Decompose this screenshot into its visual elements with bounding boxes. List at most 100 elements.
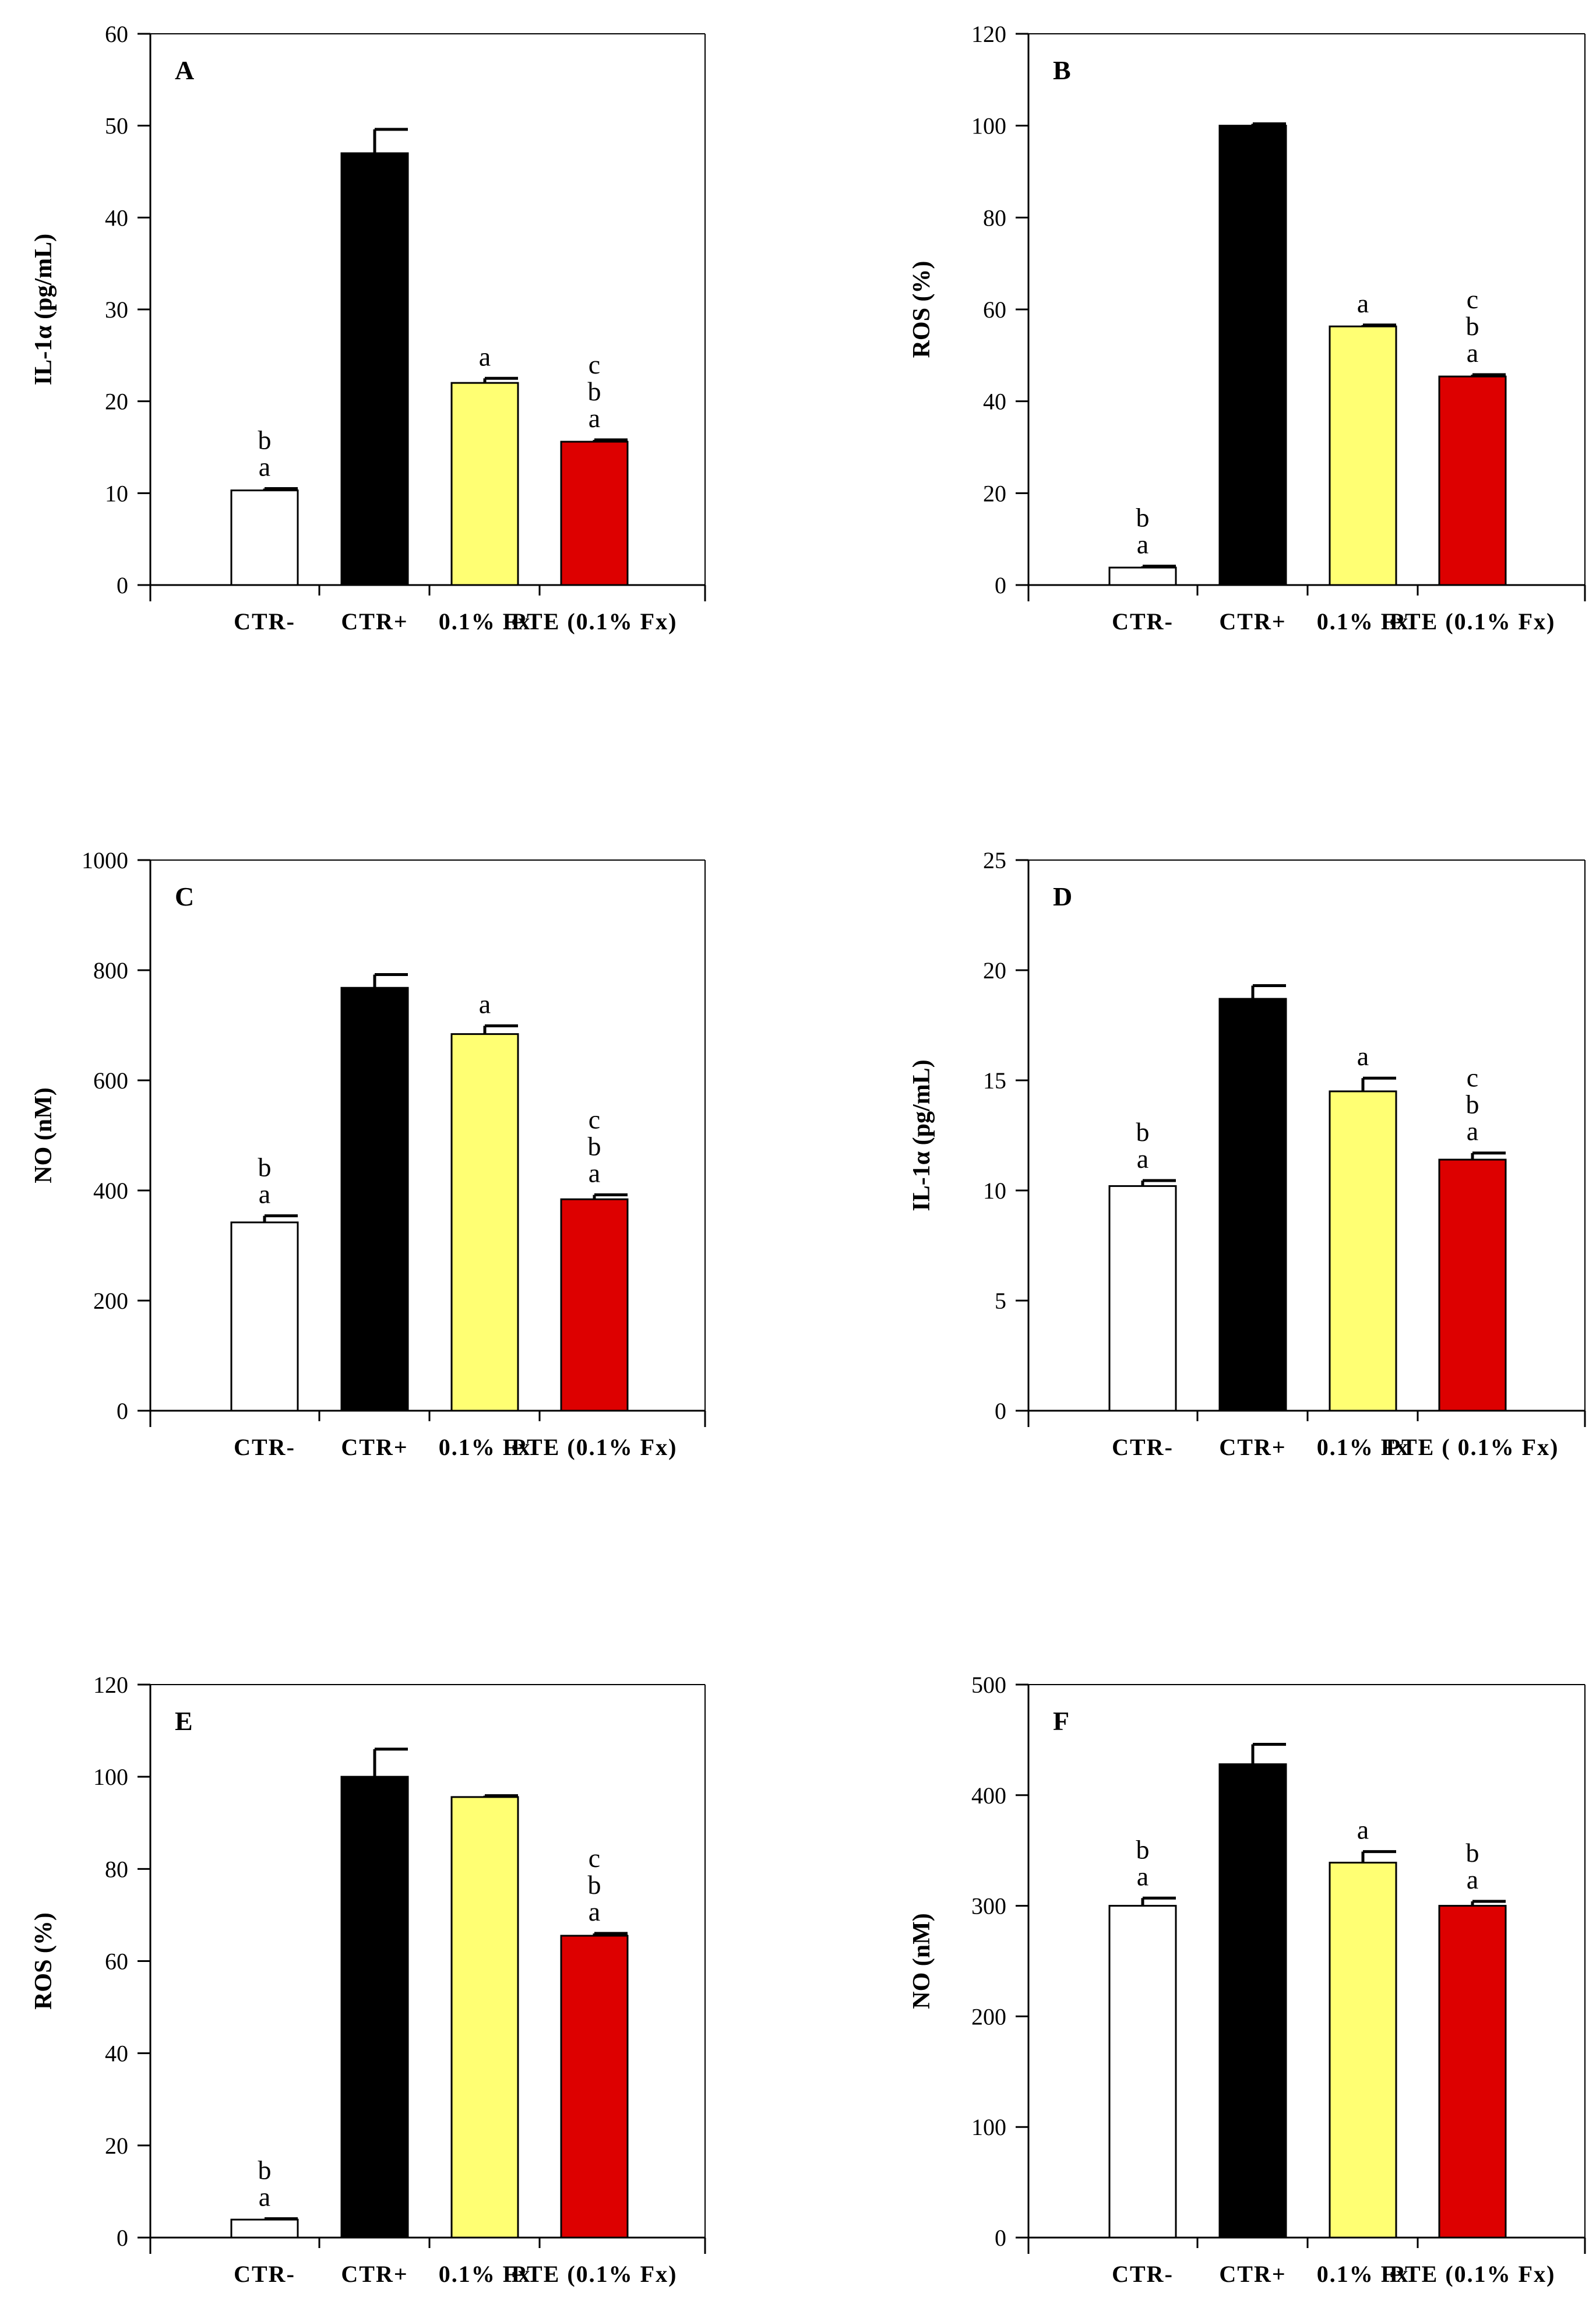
- bar-c-2: [450, 1033, 519, 1412]
- significance-letter-e: a: [259, 2182, 270, 2212]
- panel-label-e: E: [175, 1706, 193, 1736]
- category-label-d: PTE ( 0.1% Fx): [1386, 1434, 1559, 1460]
- y-axis-title-d: IL-1α (pg/mL): [908, 1059, 935, 1211]
- category-label-d: 0.1% Fx: [1317, 1434, 1409, 1460]
- category-label-a: 0.1% Fx: [439, 608, 531, 635]
- y-tick-label-b: 80: [983, 205, 1006, 231]
- panel-label-d: D: [1053, 882, 1072, 911]
- significance-letter-b: a: [1357, 288, 1369, 318]
- bar-b-0: [1108, 566, 1177, 586]
- significance-letter-b: b: [1466, 311, 1479, 341]
- y-tick-label-d: 20: [983, 957, 1006, 984]
- significance-letter-c: b: [258, 1152, 272, 1182]
- y-tick-label-e: 80: [105, 1856, 128, 1882]
- y-tick-label-a: 10: [105, 480, 128, 506]
- category-label-e: 0.1% Fx: [439, 2261, 531, 2287]
- significance-letter-d: a: [1357, 1041, 1369, 1071]
- y-tick-label-f: 500: [971, 1672, 1006, 1698]
- y-tick-label-d: 5: [995, 1288, 1006, 1314]
- y-tick-label-a: 40: [105, 205, 128, 231]
- bar-e-0: [230, 2218, 299, 2239]
- y-tick-label-f: 100: [971, 2114, 1006, 2140]
- category-label-d: CTR+: [1219, 1434, 1286, 1460]
- significance-letter-a: a: [479, 341, 491, 371]
- category-label-a: CTR+: [341, 608, 408, 635]
- category-label-a: CTR-: [234, 608, 295, 635]
- significance-letter-b: a: [1137, 530, 1148, 559]
- significance-letter-a: a: [259, 452, 270, 481]
- bar-f-0: [1108, 1905, 1177, 2239]
- panel-label-c: C: [175, 882, 194, 911]
- significance-letter-f: a: [1357, 1815, 1369, 1845]
- y-tick-label-e: 40: [105, 2041, 128, 2067]
- y-axis-title-b: ROS (%): [908, 261, 935, 358]
- bar-c-1: [340, 987, 409, 1412]
- significance-letter-b: b: [1136, 503, 1150, 533]
- bar-f-3: [1438, 1905, 1507, 2239]
- category-label-e: CTR-: [234, 2261, 295, 2287]
- significance-letter-c: a: [259, 1179, 270, 1209]
- y-tick-label-f: 0: [995, 2225, 1006, 2251]
- y-tick-label-b: 60: [983, 297, 1006, 323]
- category-label-f: PTE (0.1% Fx): [1390, 2261, 1556, 2287]
- panel-label-b: B: [1053, 55, 1071, 85]
- bar-e-2: [450, 1796, 519, 2239]
- significance-letter-f: b: [1136, 1834, 1150, 1864]
- bar-b-1: [1218, 125, 1287, 586]
- y-tick-label-b: 120: [971, 21, 1006, 47]
- bar-f-1: [1218, 1763, 1287, 2239]
- category-label-c: CTR+: [341, 1434, 408, 1460]
- y-tick-label-d: 25: [983, 847, 1006, 873]
- category-label-f: CTR+: [1219, 2261, 1286, 2287]
- y-axis-title-e: ROS (%): [30, 1912, 57, 2010]
- significance-letter-c: b: [588, 1132, 601, 1161]
- significance-letter-b: a: [1467, 338, 1478, 368]
- category-label-e: CTR+: [341, 2261, 408, 2287]
- bar-a-2: [450, 382, 519, 586]
- y-tick-label-b: 0: [995, 572, 1006, 598]
- significance-letter-a: b: [258, 425, 272, 455]
- bar-a-0: [230, 489, 299, 586]
- category-label-a: PTE (0.1% Fx): [512, 608, 678, 635]
- bar-d-3: [1438, 1158, 1507, 1412]
- y-tick-label-e: 0: [117, 2225, 128, 2251]
- category-label-c: PTE (0.1% Fx): [512, 1434, 678, 1460]
- category-label-d: CTR-: [1112, 1434, 1174, 1460]
- y-axis-title-c: NO (nM): [30, 1087, 57, 1183]
- panel-label-a: A: [175, 55, 194, 85]
- significance-letter-d: c: [1467, 1063, 1478, 1093]
- category-label-c: 0.1% Fx: [439, 1434, 531, 1460]
- bar-c-3: [560, 1198, 629, 1412]
- y-tick-label-f: 200: [971, 2003, 1006, 2030]
- category-label-b: 0.1% Fx: [1317, 608, 1409, 635]
- significance-letter-f: a: [1467, 1865, 1478, 1894]
- category-label-c: CTR-: [234, 1434, 295, 1460]
- y-tick-label-c: 0: [117, 1398, 128, 1424]
- y-tick-label-e: 100: [93, 1764, 128, 1790]
- significance-letter-e: a: [589, 1897, 600, 1926]
- category-label-b: CTR+: [1219, 608, 1286, 635]
- y-axis-title-f: NO (nM): [908, 1913, 935, 2009]
- y-tick-label-d: 15: [983, 1068, 1006, 1094]
- bar-f-2: [1329, 1862, 1397, 2239]
- y-tick-label-e: 20: [105, 2133, 128, 2159]
- significance-letter-d: b: [1466, 1090, 1479, 1119]
- category-label-f: CTR-: [1112, 2261, 1174, 2287]
- category-label-b: CTR-: [1112, 608, 1174, 635]
- significance-letter-f: b: [1466, 1838, 1479, 1868]
- significance-letter-a: c: [589, 350, 600, 379]
- bar-b-2: [1329, 325, 1397, 586]
- significance-letter-a: a: [589, 403, 600, 433]
- y-tick-label-a: 60: [105, 21, 128, 47]
- category-label-f: 0.1% Fx: [1317, 2261, 1409, 2287]
- y-tick-label-e: 120: [93, 1672, 128, 1698]
- y-axis-title-a: IL-1α (pg/mL): [30, 234, 57, 385]
- y-tick-label-c: 200: [93, 1288, 128, 1314]
- panel-label-f: F: [1053, 1706, 1069, 1736]
- significance-letter-c: c: [589, 1105, 600, 1135]
- y-tick-label-a: 30: [105, 297, 128, 323]
- y-tick-label-a: 20: [105, 389, 128, 415]
- bar-d-2: [1329, 1090, 1397, 1412]
- significance-letter-d: b: [1136, 1117, 1150, 1147]
- y-tick-label-b: 40: [983, 389, 1006, 415]
